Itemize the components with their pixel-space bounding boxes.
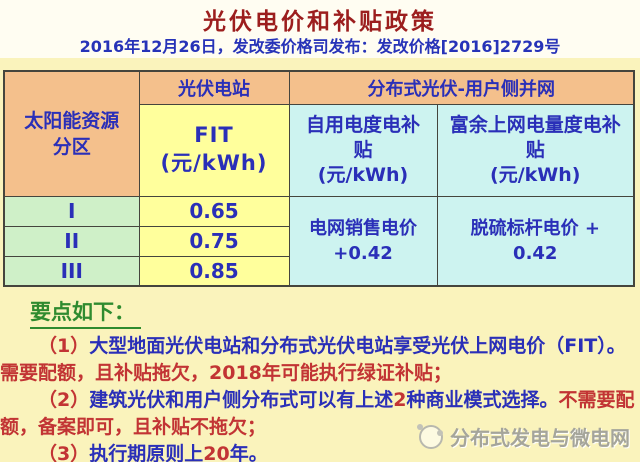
fit-value-cell: 0.75: [138, 225, 290, 257]
table-row-zone1: I 0.65 电网销售电价 +0.42 脱硫标杆电价 + 0.42: [3, 195, 635, 287]
self-use-value-cell: 电网销售电价 +0.42: [288, 195, 438, 287]
self-use-header-cell: 自用电度电补贴 (元/kWh): [288, 103, 438, 197]
corner-header-cell: 太阳能资源分区: [3, 70, 140, 197]
pv-station-header-cell: 光伏电站: [138, 70, 290, 105]
watermark: 分布式发电与微电网: [417, 422, 630, 451]
key-point-1: （1）大型地面光伏电站和分布式光伏电站享受光伏上网电价（FIT）。需要配额，且补…: [0, 333, 640, 387]
surplus-header: 富余上网电量度电补贴: [449, 113, 621, 161]
zone-cell: I: [3, 195, 140, 227]
fit-price-table: 太阳能资源分区 光伏电站 分布式光伏-用户侧并网 FIT (元/kWh) 自用电…: [3, 70, 636, 287]
point-3-text-a: 执行期原则上: [89, 443, 204, 462]
surplus-value-cell: 脱硫标杆电价 + 0.42: [436, 195, 635, 287]
zone-cell: II: [3, 225, 140, 257]
self-use-unit: (元/kWh): [317, 163, 409, 186]
key-points-section: 要点如下： （1）大型地面光伏电站和分布式光伏电站享受光伏上网电价（FIT）。需…: [0, 299, 640, 462]
zone-cell: III: [3, 255, 140, 287]
fit-value-cell: 0.65: [138, 195, 290, 227]
title-band: [0, 0, 640, 58]
key-points-heading: 要点如下：: [30, 299, 141, 329]
page-title: 光伏电价和补贴政策: [203, 9, 437, 35]
surplus-value-line2: 0.42: [513, 242, 558, 264]
table-header-row-1: 太阳能资源分区 光伏电站 分布式光伏-用户侧并网: [3, 70, 635, 197]
fit-unit: (元/kWh): [160, 151, 268, 175]
surplus-unit: (元/kWh): [490, 163, 581, 186]
page-subtitle: 2016年12月26日，发改委价格司发布：发改价格[2016]2729号: [79, 37, 561, 56]
point-2-note: 不需要配额，备案即可，且补贴不拖欠；: [0, 389, 635, 438]
self-use-value-line2: +0.42: [333, 242, 393, 264]
key-point-2: （2）建筑光伏和用户侧分布式可以有上述2种商业模式选择。不需要配额，备案即可，且…: [0, 387, 640, 441]
distributed-header-cell: 分布式光伏-用户侧并网: [288, 70, 635, 105]
point-1-note: 需要配额，且补贴拖欠，2018年可能执行绿证补贴；: [0, 362, 452, 384]
point-1-number: （1）: [38, 335, 90, 357]
surplus-value-line1: 脱硫标杆电价 +: [470, 217, 600, 239]
point-3-number: （3）: [38, 443, 90, 462]
point-3-text-b: 年。: [229, 443, 268, 462]
fit-header-cell: FIT (元/kWh): [138, 103, 290, 197]
table-header-row-2: FIT (元/kWh) 自用电度电补贴 (元/kWh) 富余上网电量度电补贴 (…: [4, 103, 635, 197]
watermark-label: 分布式发电与微电网: [450, 426, 630, 450]
self-use-header: 自用电度电补贴: [305, 113, 420, 161]
key-point-3: （3）执行期原则上20年。: [0, 441, 640, 462]
fit-label: FIT: [194, 123, 234, 147]
point-2-count: 2: [393, 389, 407, 411]
fit-value-cell: 0.85: [138, 255, 290, 287]
key-points-heading-wrap: 要点如下：: [30, 299, 640, 329]
point-2-number: （2）: [38, 389, 90, 411]
point-3-years: 20: [203, 443, 230, 462]
point-2-text-a: 建筑光伏和用户侧分布式可以有上述: [89, 389, 394, 411]
point-2-text-b: 种商业模式选择。: [406, 389, 559, 411]
self-use-value-line1: 电网销售电价: [309, 217, 417, 239]
surplus-header-cell: 富余上网电量度电补贴 (元/kWh): [436, 103, 635, 197]
point-1-text: 大型地面光伏电站和分布式光伏电站享受光伏上网电价（FIT）。: [89, 335, 626, 357]
microgrid-logo-icon: [417, 423, 443, 449]
table-row-zone3: III 0.85: [3, 255, 634, 287]
